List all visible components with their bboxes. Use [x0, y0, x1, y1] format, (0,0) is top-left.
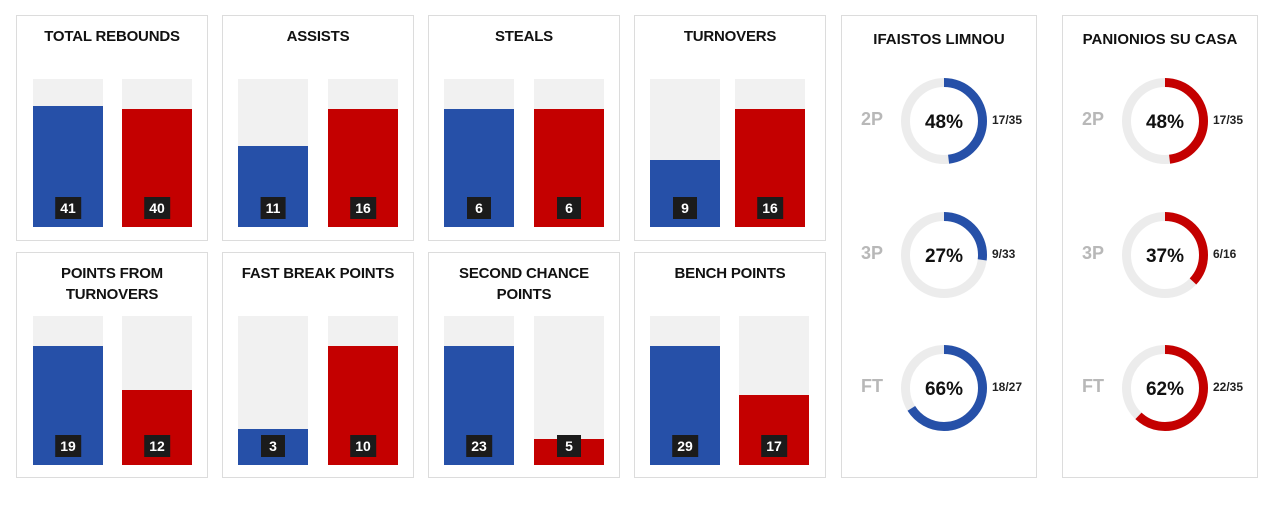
shooting-row-ft: FT 66% 18/27: [842, 343, 1036, 433]
home-bar-track: 9: [650, 79, 720, 227]
donut-arc: [1122, 212, 1208, 298]
percentage-text: 66%: [925, 379, 963, 400]
home-value-label: 23: [466, 435, 492, 457]
home-bar-track: 3: [238, 316, 308, 465]
shooting-row-2p: 2P 48% 17/35: [1063, 76, 1257, 166]
donut-chart: 48%: [1122, 78, 1208, 164]
home-bar-track: 11: [238, 79, 308, 227]
home-value-label: 29: [672, 435, 698, 457]
shot-type-label: 2P: [1081, 109, 1105, 129]
stat-card-points-from-turnovers: POINTS FROM TURNOVERS 19 12: [16, 252, 208, 478]
away-bar-track: 10: [328, 316, 398, 465]
stat-card-second-chance-points: SECOND CHANCE POINTS 23 5: [428, 252, 620, 478]
percentage-donut: 48%: [1120, 76, 1210, 166]
made-attempted: 22/35: [1213, 380, 1244, 394]
made-attempted: 6/16: [1213, 247, 1237, 261]
home-bar-track: 23: [444, 316, 514, 465]
shooting-row-3p: 3P 37% 6/16: [1063, 210, 1257, 300]
team-name: IFAISTOS LIMNOU: [873, 31, 1005, 48]
donut-chart: 27%: [901, 212, 987, 298]
shooting-card-home: IFAISTOS LIMNOU 2P 48% 17/35 3P 27% 9/33…: [841, 15, 1037, 478]
percentage-text: 37%: [1146, 246, 1184, 267]
home-value-label: 19: [55, 435, 81, 457]
away-value-label: 5: [557, 435, 581, 457]
stat-title: BENCH POINTS: [674, 265, 786, 282]
stat-card-turnovers: TURNOVERS 9 16: [634, 15, 826, 241]
donut-arc: [901, 212, 987, 298]
donut-arc: [901, 78, 987, 164]
stat-title: ASSISTS: [286, 28, 350, 45]
donut-arc: [901, 345, 987, 431]
stat-title: TURNOVERS: [683, 28, 777, 45]
shot-type-label: 2P: [860, 109, 884, 129]
donut-chart: 48%: [901, 78, 987, 164]
percentage-text: 62%: [1146, 379, 1184, 400]
stat-title: FAST BREAK POINTS: [241, 265, 395, 282]
shot-type-label: FT: [1082, 376, 1104, 396]
donut-chart: 37%: [1122, 212, 1208, 298]
home-value-label: 3: [261, 435, 285, 457]
percentage-donut: 48%: [899, 76, 989, 166]
team-name: PANIONIOS SU CASA: [1082, 31, 1238, 48]
away-bar-track: 16: [328, 79, 398, 227]
stat-title: SECOND CHANCE POINTS: [459, 265, 589, 303]
away-bar-track: 40: [122, 79, 192, 227]
away-value-label: 12: [144, 435, 170, 457]
donut-chart: 66%: [901, 345, 987, 431]
stat-title: POINTS FROM TURNOVERS: [61, 265, 163, 303]
stat-card-assists: ASSISTS 11 16: [222, 15, 414, 241]
away-bar-track: 16: [735, 79, 805, 227]
home-value-label: 41: [55, 197, 81, 219]
shot-type-label: 3P: [1081, 243, 1105, 263]
shot-type-label: 3P: [860, 243, 884, 263]
stat-card-bench-points: BENCH POINTS 29 17: [634, 252, 826, 478]
shooting-row-2p: 2P 48% 17/35: [842, 76, 1036, 166]
donut-chart: 62%: [1122, 345, 1208, 431]
stat-title: TOTAL REBOUNDS: [44, 28, 180, 45]
stat-card-steals: STEALS 6 6: [428, 15, 620, 241]
shot-type-label: FT: [861, 376, 883, 396]
home-bar-track: 19: [33, 316, 103, 465]
home-bar-track: 29: [650, 316, 720, 465]
home-bar-track: 6: [444, 79, 514, 227]
percentage-text: 48%: [925, 112, 963, 133]
away-bar-track: 12: [122, 316, 192, 465]
stat-card-fast-break-points: FAST BREAK POINTS 3 10: [222, 252, 414, 478]
percentage-donut: 62%: [1120, 343, 1210, 433]
away-bar-track: 5: [534, 316, 604, 465]
shooting-row-3p: 3P 27% 9/33: [842, 210, 1036, 300]
shooting-card-away: PANIONIOS SU CASA 2P 48% 17/35 3P 37% 6/…: [1062, 15, 1258, 478]
home-bar-track: 41: [33, 79, 103, 227]
away-bar-track: 17: [739, 316, 809, 465]
percentage-donut: 37%: [1120, 210, 1210, 300]
percentage-donut: 66%: [899, 343, 989, 433]
away-value-label: 16: [757, 197, 783, 219]
away-value-label: 16: [350, 197, 376, 219]
percentage-donut: 27%: [899, 210, 989, 300]
away-value-label: 17: [761, 435, 787, 457]
shooting-row-ft: FT 62% 22/35: [1063, 343, 1257, 433]
away-bar-track: 6: [534, 79, 604, 227]
away-value-label: 10: [350, 435, 376, 457]
made-attempted: 17/35: [992, 113, 1023, 127]
made-attempted: 9/33: [992, 247, 1016, 261]
stat-card-total-rebounds: TOTAL REBOUNDS 41 40: [16, 15, 208, 241]
stat-title: STEALS: [495, 28, 553, 45]
home-value-label: 6: [467, 197, 491, 219]
away-value-label: 6: [557, 197, 581, 219]
away-value-label: 40: [144, 197, 170, 219]
made-attempted: 18/27: [992, 380, 1023, 394]
donut-arc: [1122, 78, 1208, 164]
home-value-label: 9: [673, 197, 697, 219]
made-attempted: 17/35: [1213, 113, 1244, 127]
donut-arc: [1122, 345, 1208, 431]
percentage-text: 48%: [1146, 112, 1184, 133]
percentage-text: 27%: [925, 246, 963, 267]
home-value-label: 11: [260, 197, 286, 219]
